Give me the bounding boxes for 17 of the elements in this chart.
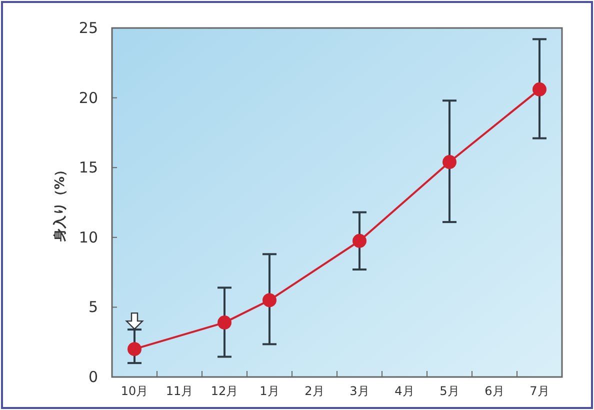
- y-tick-label: 15: [78, 158, 98, 177]
- x-tick-label: 12月: [210, 384, 238, 398]
- x-tick-label: 7月: [530, 384, 550, 398]
- y-tick-label: 5: [88, 298, 98, 316]
- x-tick-label: 4月: [394, 384, 414, 398]
- x-tick-label: 1月: [260, 384, 280, 398]
- y-tick-label: 25: [78, 19, 98, 37]
- x-tick-label: 5月: [440, 384, 460, 398]
- x-tick-label: 10月: [120, 384, 148, 398]
- y-tick-label: 0: [88, 368, 98, 386]
- x-tick-label: 2月: [304, 384, 324, 398]
- x-tick-label: 11月: [166, 384, 194, 398]
- y-tick-label: 10: [78, 228, 98, 246]
- x-tick-label: 6月: [484, 384, 504, 398]
- y-tick-label: 20: [78, 88, 98, 107]
- y-axis-title: 身入り（%）: [52, 163, 68, 243]
- x-tick-label: 3月: [350, 384, 370, 398]
